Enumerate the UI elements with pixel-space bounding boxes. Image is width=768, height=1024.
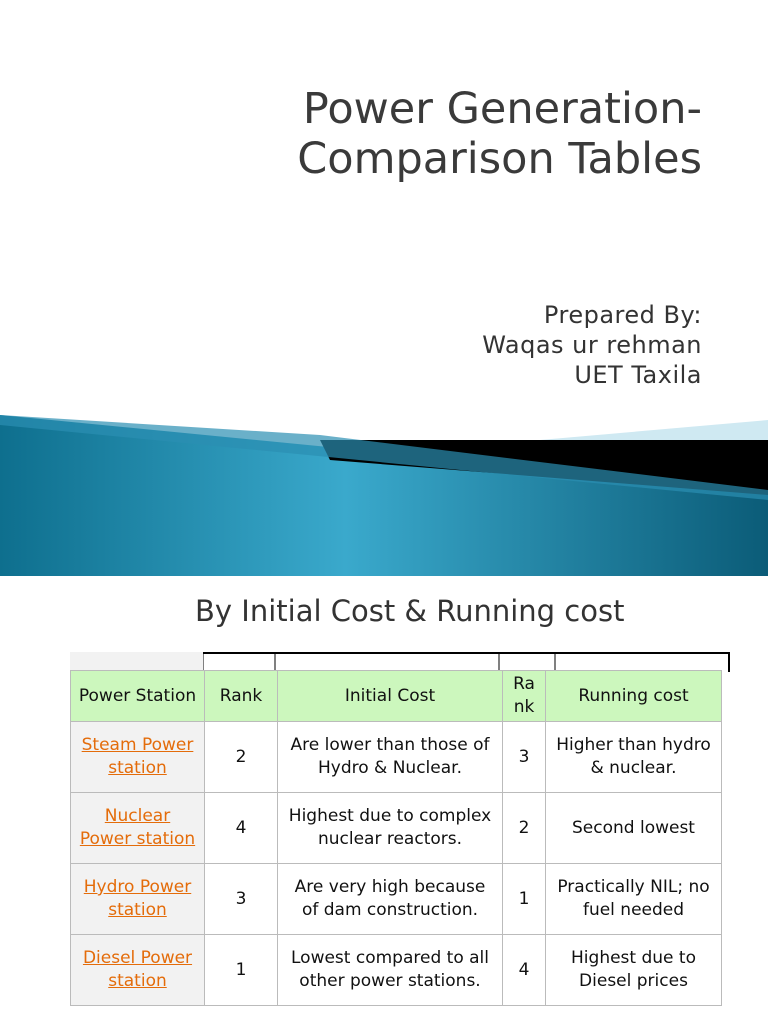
header-cell: Initial Cost — [277, 670, 503, 722]
table-row: Nuclear Power station 4 Highest due to com… — [70, 792, 722, 864]
header-cell: Rank — [204, 670, 278, 722]
table-cell: 3 — [502, 721, 546, 793]
slide-title: By Initial Cost & Running cost — [195, 594, 625, 628]
table-cell: Are lower than those of Hydro & Nuclear. — [277, 721, 503, 793]
slide-title: Power Generation- Comparison Tables — [297, 84, 702, 184]
title-line: Power Generation- — [302, 84, 702, 134]
station-cell: Diesel Power station — [70, 934, 205, 1006]
table-cell: 1 — [502, 863, 546, 935]
table-cell: Lowest compared to all other power stati… — [277, 934, 503, 1006]
title-slide: Power Generation- Comparison Tables Prep… — [0, 84, 768, 576]
subtitle-line: Prepared By: — [543, 301, 702, 329]
station-cell: Hydro Power station — [70, 863, 205, 935]
table-cell: 3 — [204, 863, 278, 935]
table-cell: 4 — [502, 934, 546, 1006]
header-cell: Rank — [502, 670, 546, 722]
station-cell: Steam Power station — [70, 721, 205, 793]
station-link[interactable]: Diesel Power station — [82, 948, 193, 991]
table-cell: Practically NIL; no fuel needed — [545, 863, 722, 935]
table-slide: By Initial Cost & Running cost Power Sta… — [0, 576, 768, 1024]
subtitle-line: UET Taxila — [574, 361, 702, 389]
header-row: Power Station Rank Initial Cost Rank Running… — [70, 670, 722, 722]
table-row: Steam Power station 2 Are lower than those… — [70, 721, 722, 793]
comparison-table: Power Station Rank Initial Cost Rank Running… — [70, 670, 722, 1006]
header-cell: Running cost — [545, 670, 722, 722]
subtitle-line: Waqas ur rehman — [482, 331, 702, 359]
table-cell: Highest due to complex nuclear reactors. — [277, 792, 503, 864]
header-cell: Power Station — [70, 670, 205, 722]
table-body: Power Station Rank Initial Cost Rank Running… — [70, 670, 722, 1006]
table-cell: Higher than hydro & nuclear. — [545, 721, 722, 793]
table-top-lines — [70, 652, 730, 672]
table-cell: 1 — [204, 934, 278, 1006]
table-cell: 2 — [502, 792, 546, 864]
decorative-swoosh — [0, 415, 768, 576]
table-row: Hydro Power station 3 Are very high becaus… — [70, 863, 722, 935]
station-link[interactable]: Nuclear Power station — [79, 806, 196, 849]
station-link[interactable]: Steam Power station — [81, 735, 194, 778]
title-line: Comparison Tables — [297, 134, 702, 184]
slide-subtitle: Prepared By: Waqas ur rehman UET Taxila — [482, 300, 702, 390]
table-row: Diesel Power station 1 Lowest compared to … — [70, 934, 722, 1006]
station-cell: Nuclear Power station — [70, 792, 205, 864]
table-cell: 2 — [204, 721, 278, 793]
station-link[interactable]: Hydro Power station — [83, 877, 192, 920]
table-cell: Are very high because of dam constructio… — [277, 863, 503, 935]
table-cell: Highest due to Diesel prices — [545, 934, 722, 1006]
table-cell: Second lowest — [545, 792, 722, 864]
table-cell: 4 — [204, 792, 278, 864]
